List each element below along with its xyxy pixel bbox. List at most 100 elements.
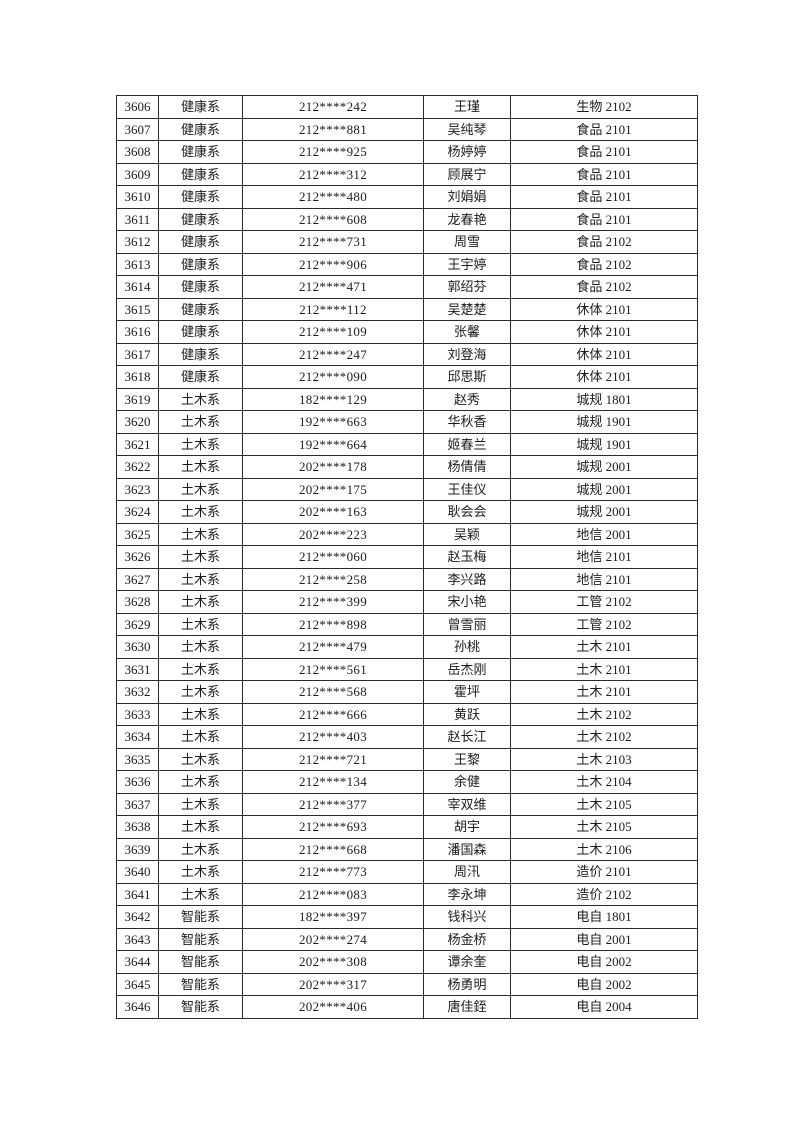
student-id-cell: 212****480 [242, 185, 424, 209]
serial-number-cell: 3645 [116, 972, 159, 996]
table-row: 3609 健康系 212****312 顾展宁 食品 2101 [116, 162, 698, 186]
student-id-cell: 212****377 [242, 792, 424, 816]
table-row: 3636 土木系 212****134 余健 土木 2104 [116, 770, 698, 794]
class-name-cell: 电自 2002 [510, 972, 698, 996]
student-id-cell: 192****663 [242, 410, 424, 434]
department-cell: 土木系 [158, 567, 243, 591]
student-name-cell: 杨婷婷 [423, 140, 511, 164]
student-id-cell: 212****399 [242, 590, 424, 614]
serial-number-cell: 3609 [116, 162, 159, 186]
table-row: 3640 土木系 212****773 周汛 造价 2101 [116, 860, 698, 884]
table-row: 3645 智能系 202****317 杨勇明 电自 2002 [116, 972, 698, 996]
table-row: 3618 健康系 212****090 邱思斯 休体 2101 [116, 365, 698, 389]
department-cell: 智能系 [158, 927, 243, 951]
class-name-cell: 电自 2002 [510, 950, 698, 974]
student-id-cell: 212****731 [242, 230, 424, 254]
student-name-cell: 周雪 [423, 230, 511, 254]
department-cell: 智能系 [158, 905, 243, 929]
serial-number-cell: 3614 [116, 275, 159, 299]
student-id-cell: 212****479 [242, 635, 424, 659]
class-name-cell: 土木 2104 [510, 770, 698, 794]
student-id-cell: 202****274 [242, 927, 424, 951]
table-row: 3622 土木系 202****178 杨倩倩 城规 2001 [116, 455, 698, 479]
department-cell: 健康系 [158, 207, 243, 231]
table-row: 3619 土木系 182****129 赵秀 城规 1801 [116, 387, 698, 411]
class-name-cell: 土木 2102 [510, 725, 698, 749]
department-cell: 土木系 [158, 590, 243, 614]
department-cell: 健康系 [158, 185, 243, 209]
student-name-cell: 宰双维 [423, 792, 511, 816]
table-row: 3606 健康系 212****242 王瑾 生物 2102 [116, 95, 698, 119]
student-name-cell: 岳杰刚 [423, 657, 511, 681]
serial-number-cell: 3641 [116, 882, 159, 906]
class-name-cell: 电自 2001 [510, 927, 698, 951]
serial-number-cell: 3618 [116, 365, 159, 389]
student-name-cell: 潘国森 [423, 837, 511, 861]
department-cell: 健康系 [158, 342, 243, 366]
class-name-cell: 地信 2101 [510, 567, 698, 591]
table-row: 3617 健康系 212****247 刘登海 休体 2101 [116, 342, 698, 366]
department-cell: 土木系 [158, 455, 243, 479]
class-name-cell: 城规 2001 [510, 455, 698, 479]
student-name-cell: 胡宇 [423, 815, 511, 839]
serial-number-cell: 3615 [116, 297, 159, 321]
department-cell: 土木系 [158, 860, 243, 884]
class-name-cell: 土木 2101 [510, 635, 698, 659]
class-name-cell: 城规 1901 [510, 432, 698, 456]
student-name-cell: 唐佳銍 [423, 995, 511, 1019]
department-cell: 健康系 [158, 230, 243, 254]
class-name-cell: 电自 2004 [510, 995, 698, 1019]
serial-number-cell: 3637 [116, 792, 159, 816]
table-row: 3625 土木系 202****223 吴颖 地信 2001 [116, 522, 698, 546]
student-id-cell: 212****112 [242, 297, 424, 321]
class-name-cell: 造价 2102 [510, 882, 698, 906]
student-name-cell: 黄跃 [423, 702, 511, 726]
table-row: 3642 智能系 182****397 钱科兴 电自 1801 [116, 905, 698, 929]
serial-number-cell: 3629 [116, 612, 159, 636]
serial-number-cell: 3621 [116, 432, 159, 456]
class-name-cell: 地信 2001 [510, 522, 698, 546]
table-row: 3639 土木系 212****668 潘国森 土木 2106 [116, 837, 698, 861]
department-cell: 土木系 [158, 657, 243, 681]
serial-number-cell: 3606 [116, 95, 159, 119]
student-id-cell: 202****163 [242, 500, 424, 524]
class-name-cell: 休体 2101 [510, 297, 698, 321]
student-name-cell: 王佳仪 [423, 477, 511, 501]
department-cell: 土木系 [158, 882, 243, 906]
student-name-cell: 李永坤 [423, 882, 511, 906]
student-name-cell: 耿会会 [423, 500, 511, 524]
department-cell: 土木系 [158, 432, 243, 456]
table-row: 3638 土木系 212****693 胡宇 土木 2105 [116, 815, 698, 839]
class-name-cell: 土木 2105 [510, 815, 698, 839]
student-id-cell: 202****308 [242, 950, 424, 974]
class-name-cell: 土木 2103 [510, 747, 698, 771]
student-name-cell: 赵秀 [423, 387, 511, 411]
table-row: 3608 健康系 212****925 杨婷婷 食品 2101 [116, 140, 698, 164]
student-name-cell: 谭余奎 [423, 950, 511, 974]
table-row: 3620 土木系 192****663 华秋香 城规 1901 [116, 410, 698, 434]
student-id-cell: 212****060 [242, 545, 424, 569]
table-row: 3634 土木系 212****403 赵长江 土木 2102 [116, 725, 698, 749]
student-id-cell: 212****568 [242, 680, 424, 704]
department-cell: 土木系 [158, 500, 243, 524]
class-name-cell: 食品 2101 [510, 162, 698, 186]
department-cell: 健康系 [158, 275, 243, 299]
department-cell: 土木系 [158, 792, 243, 816]
department-cell: 土木系 [158, 387, 243, 411]
student-roster-table: 3606 健康系 212****242 王瑾 生物 2102 3607 健康系 212****… [116, 95, 698, 1019]
student-id-cell: 212****090 [242, 365, 424, 389]
class-name-cell: 土木 2101 [510, 657, 698, 681]
department-cell: 健康系 [158, 95, 243, 119]
class-name-cell: 地信 2101 [510, 545, 698, 569]
department-cell: 智能系 [158, 995, 243, 1019]
department-cell: 土木系 [158, 477, 243, 501]
table-row: 3616 健康系 212****109 张馨 休体 2101 [116, 320, 698, 344]
class-name-cell: 土木 2101 [510, 680, 698, 704]
student-name-cell: 杨勇明 [423, 972, 511, 996]
class-name-cell: 食品 2101 [510, 117, 698, 141]
table-row: 3644 智能系 202****308 谭余奎 电自 2002 [116, 950, 698, 974]
department-cell: 土木系 [158, 522, 243, 546]
serial-number-cell: 3634 [116, 725, 159, 749]
department-cell: 土木系 [158, 680, 243, 704]
student-id-cell: 212****083 [242, 882, 424, 906]
